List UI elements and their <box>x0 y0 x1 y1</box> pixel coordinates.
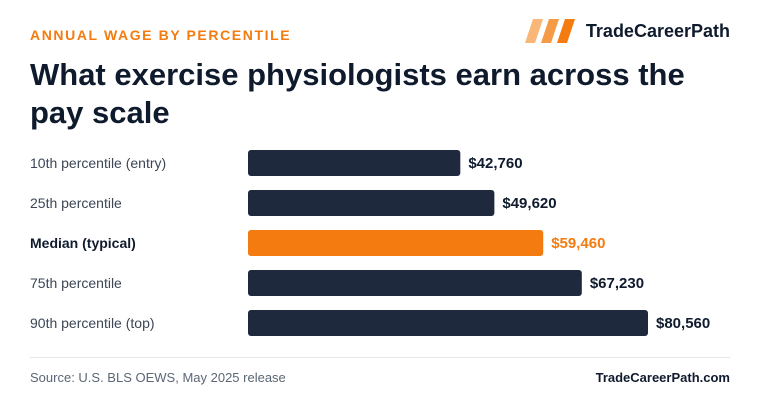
source-note: Source: U.S. BLS OEWS, May 2025 release <box>30 370 286 385</box>
brand-stripes-icon <box>524 19 575 43</box>
brand-logo[interactable]: TradeCareerPath <box>524 19 730 43</box>
page-title: What exercise physiologists earn across … <box>30 57 685 130</box>
category-label: 75th percentile <box>30 275 122 291</box>
value-label: $80,560 <box>656 315 710 332</box>
footer-divider <box>30 357 730 358</box>
value-label: $67,230 <box>590 275 644 292</box>
value-label: $59,460 <box>551 235 605 252</box>
value-label: $42,760 <box>468 155 522 172</box>
bar <box>248 310 648 336</box>
value-label: $49,620 <box>502 195 556 212</box>
bar <box>248 190 495 216</box>
site-url[interactable]: TradeCareerPath.com <box>595 370 730 385</box>
category-label: 10th percentile (entry) <box>30 155 166 171</box>
bar <box>248 230 544 256</box>
bar <box>248 150 461 176</box>
brand-name: TradeCareerPath <box>585 20 730 41</box>
eyebrow-label: ANNUAL WAGE BY PERCENTILE <box>30 27 292 43</box>
category-label: 25th percentile <box>30 195 122 211</box>
category-label: Median (typical) <box>30 235 136 251</box>
bar <box>248 270 582 296</box>
category-label: 90th percentile (top) <box>30 315 155 331</box>
